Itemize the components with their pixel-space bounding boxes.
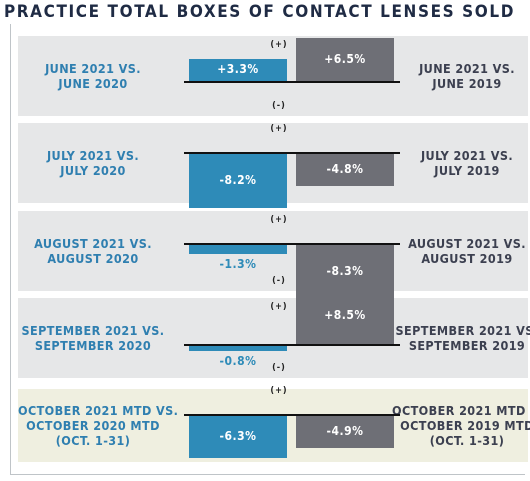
period-label-line: SEPTEMBER 2021 VS. xyxy=(395,323,530,338)
zero-axis-line xyxy=(184,81,400,83)
minus-sign: (-) xyxy=(272,363,286,373)
right-period-label: JULY 2021 VS. JULY 2019 xyxy=(392,148,530,178)
period-label-line: AUGUST 2021 VS. xyxy=(408,236,526,251)
bar-vs-2019 xyxy=(296,38,394,81)
left-period-label: OCTOBER 2021 MTD VS. OCTOBER 2020 MTD (OCT… xyxy=(18,403,179,448)
left-period-label: JULY 2021 VS. JULY 2020 xyxy=(18,148,168,178)
left-period-label: AUGUST 2021 VS. AUGUST 2020 xyxy=(18,236,168,266)
period-label-line: JUNE 2020 xyxy=(58,76,128,91)
chart-title: PRACTICE TOTAL BOXES OF CONTACT LENSES S… xyxy=(4,2,516,22)
right-period-label: SEPTEMBER 2021 VS. SEPTEMBER 2019 xyxy=(392,323,530,353)
chart-panel: SEPTEMBER 2021 VS. SEPTEMBER 2020 SEPTEMBE… xyxy=(18,287,530,378)
minus-sign: (-) xyxy=(272,276,286,286)
bar-value-label: -8.2% xyxy=(219,173,257,188)
period-label-line: OCTOBER 2019 MTD xyxy=(400,418,530,433)
period-label-line: OCTOBER 2021 MTD VS. xyxy=(18,403,179,418)
bar-vs-2020 xyxy=(189,154,287,209)
left-period-label: SEPTEMBER 2021 VS. SEPTEMBER 2020 xyxy=(18,323,168,353)
period-label-line: JULY 2019 xyxy=(434,163,500,178)
period-label-line: JULY 2021 VS. xyxy=(420,148,514,163)
right-period-label: AUGUST 2021 VS. AUGUST 2019 xyxy=(392,236,530,266)
period-label-line: JUNE 2019 xyxy=(432,76,502,91)
chart-frame xyxy=(10,24,525,475)
period-label-line: OCTOBER 2020 MTD xyxy=(26,418,160,433)
bar-vs-2020 xyxy=(189,245,287,254)
right-period-label: JUNE 2021 VS. JUNE 2019 xyxy=(392,61,530,91)
plus-sign: (+) xyxy=(270,124,288,134)
period-label-line: AUGUST 2021 VS. xyxy=(34,236,152,251)
period-label-line: JUNE 2021 VS. xyxy=(419,61,515,76)
period-label-line: AUGUST 2020 xyxy=(47,251,139,266)
chart-panel: OCTOBER 2021 MTD VS. OCTOBER 2020 MTD (OCT… xyxy=(18,386,530,462)
period-label-line: SEPTEMBER 2021 VS. xyxy=(21,323,165,338)
zero-axis-line xyxy=(184,344,400,346)
bar-vs-2020 xyxy=(189,59,287,81)
period-label-line: JULY 2021 VS. xyxy=(46,148,140,163)
chart-panel: AUGUST 2021 VS. AUGUST 2020 AUGUST 2021 VS… xyxy=(18,211,530,300)
period-label-line: SEPTEMBER 2020 xyxy=(34,338,152,353)
chart-panel: JULY 2021 VS. JULY 2020 JULY 2021 VS. JULY … xyxy=(18,123,530,209)
chart-panel: JUNE 2021 VS. JUNE 2020 JUNE 2021 VS. JUNE … xyxy=(18,36,528,116)
plus-sign: (+) xyxy=(270,386,288,396)
plus-sign: (+) xyxy=(270,302,288,312)
bar-value-label: -0.8% xyxy=(219,354,257,369)
minus-sign: (-) xyxy=(272,101,286,111)
zero-axis-line xyxy=(184,243,400,245)
bar-vs-2019 xyxy=(296,287,394,344)
period-label-line: SEPTEMBER 2019 xyxy=(408,338,526,353)
zero-axis-line xyxy=(184,152,400,154)
bar-value-label: +8.5% xyxy=(324,307,366,322)
period-label-line: JULY 2020 xyxy=(60,163,126,178)
bar-vs-2020 xyxy=(189,346,287,352)
bar-value-label: -6.3% xyxy=(219,428,257,443)
plus-sign: (+) xyxy=(270,215,288,225)
bar-value-label: -4.8% xyxy=(326,161,364,176)
bar-value-label: +3.3% xyxy=(217,62,259,77)
bar-value-label: -8.3% xyxy=(326,264,364,279)
period-label-line: OCTOBER 2021 MTD VS. xyxy=(392,403,530,418)
left-period-label: JUNE 2021 VS. JUNE 2020 xyxy=(18,61,168,91)
period-label-line: AUGUST 2019 xyxy=(421,251,513,266)
bar-vs-2019 xyxy=(296,416,394,449)
plus-sign: (+) xyxy=(270,40,288,50)
zero-axis-line xyxy=(184,414,400,416)
bar-value-label: -4.9% xyxy=(326,424,364,439)
bar-value-label: -1.3% xyxy=(219,256,257,271)
period-label-line: (OCT. 1-31) xyxy=(55,433,131,448)
period-label-line: (OCT. 1-31) xyxy=(429,433,505,448)
right-period-label: OCTOBER 2021 MTD VS.OCTOBER 2019 MTD(OCT… xyxy=(392,403,530,448)
bar-value-label: +6.5% xyxy=(324,51,366,66)
bar-vs-2020 xyxy=(189,416,287,458)
bar-vs-2019 xyxy=(296,154,394,186)
period-label-line: JUNE 2021 VS. xyxy=(45,61,141,76)
